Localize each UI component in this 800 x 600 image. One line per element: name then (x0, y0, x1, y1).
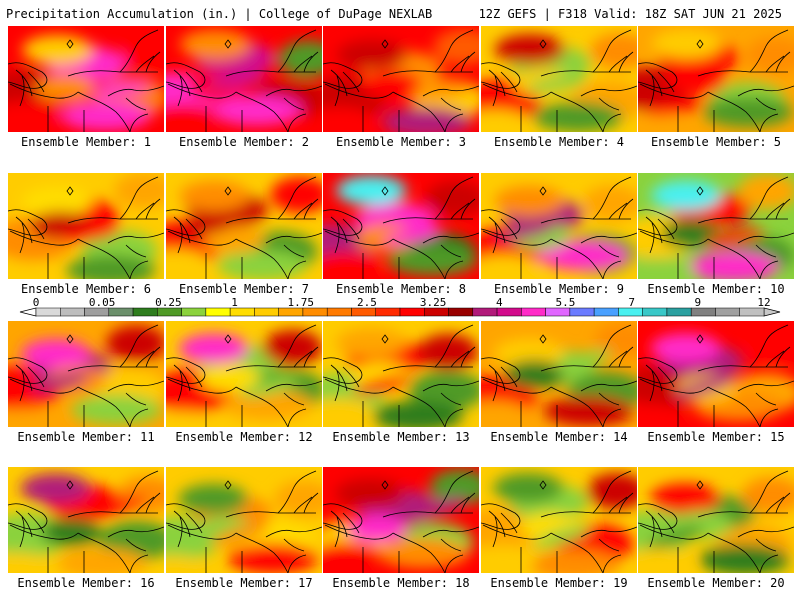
colorbar-swatch (642, 307, 668, 317)
colorbar-swatch (545, 307, 571, 317)
colorbar-swatch (351, 307, 376, 317)
ensemble-member-label: Ensemble Member: 6 (20, 282, 152, 296)
ensemble-member-map (638, 321, 794, 427)
colorbar-swatch (60, 307, 85, 317)
ensemble-member-label: Ensemble Member: 1 (20, 135, 152, 149)
colorbar-tick-label: 0.25 (155, 296, 182, 309)
colorbar-swatch (424, 307, 449, 317)
colorbar-min-arrow (19, 307, 37, 317)
ensemble-member-map (8, 321, 164, 427)
ensemble-member-label: Ensemble Member: 5 (650, 135, 782, 149)
colorbar-legend: 0 0.05 0.25 1 1.75 2.5 3.25 4 5.5 7 9 12 (19, 296, 781, 317)
colorbar-tick-label: 12 (757, 296, 770, 309)
colorbar-swatch (399, 307, 425, 317)
ensemble-member-label: Ensemble Member: 20 (647, 576, 785, 590)
colorbar-swatch (254, 307, 279, 317)
colorbar-tick-label: 9 (695, 296, 702, 309)
colorbar-tick-label: 1 (231, 296, 238, 309)
ensemble-member-map (323, 321, 479, 427)
colorbar-swatch (618, 307, 643, 317)
ensemble-member-label: Ensemble Member: 17 (175, 576, 313, 590)
ensemble-member-map (638, 173, 794, 279)
colorbar-swatch (569, 307, 595, 317)
colorbar-tick-label: 0.05 (89, 296, 116, 309)
ensemble-member-map (481, 467, 637, 573)
colorbar-swatch (739, 307, 765, 317)
ensemble-member-label: Ensemble Member: 15 (647, 430, 785, 444)
colorbar-swatch (84, 307, 110, 317)
ensemble-member-label: Ensemble Member: 10 (647, 282, 785, 296)
ensemble-member-map (166, 26, 322, 132)
colorbar-max-arrow (763, 307, 781, 317)
colorbar-swatch (715, 307, 740, 317)
ensemble-member-map (166, 321, 322, 427)
colorbar-swatch (205, 307, 231, 317)
ensemble-member-map (638, 26, 794, 132)
map-title: Precipitation Accumulation (in.) | Colle… (6, 7, 433, 21)
ensemble-member-map (323, 467, 479, 573)
ensemble-member-map (8, 173, 164, 279)
ensemble-member-label: Ensemble Member: 13 (332, 430, 470, 444)
colorbar-swatch (690, 307, 716, 317)
colorbar-swatch (181, 307, 207, 317)
ensemble-member-label: Ensemble Member: 8 (335, 282, 467, 296)
colorbar-tick-label: 0 (33, 296, 40, 309)
colorbar-swatch (593, 307, 619, 317)
ensemble-member-map (8, 26, 164, 132)
colorbar-swatch (521, 307, 546, 317)
colorbar-tick-label: 7 (628, 296, 635, 309)
ensemble-member-map (8, 467, 164, 573)
colorbar-swatch (496, 307, 522, 317)
colorbar-tick-label: 5.5 (556, 296, 576, 309)
ensemble-member-label: Ensemble Member: 18 (332, 576, 470, 590)
ensemble-member-label: Ensemble Member: 7 (178, 282, 310, 296)
colorbar-swatch (132, 307, 158, 317)
ensemble-member-map (481, 26, 637, 132)
colorbar-swatch (35, 307, 61, 317)
colorbar-tick-label: 3.25 (420, 296, 447, 309)
colorbar-swatch (278, 307, 304, 317)
ensemble-member-label: Ensemble Member: 2 (178, 135, 310, 149)
colorbar-tick-label: 4 (496, 296, 503, 309)
colorbar-swatch (108, 307, 134, 317)
colorbar-swatch (157, 307, 182, 317)
ensemble-member-label: Ensemble Member: 3 (335, 135, 467, 149)
ensemble-member-map (481, 173, 637, 279)
colorbar-swatch (229, 307, 255, 317)
colorbar-swatch (326, 307, 352, 317)
colorbar-swatch (375, 307, 401, 317)
ensemble-member-label: Ensemble Member: 16 (17, 576, 155, 590)
ensemble-member-label: Ensemble Member: 19 (490, 576, 628, 590)
ensemble-member-label: Ensemble Member: 11 (17, 430, 155, 444)
ensemble-member-map (323, 26, 479, 132)
ensemble-member-map (323, 173, 479, 279)
colorbar-swatch (448, 307, 474, 317)
ensemble-member-map (638, 467, 794, 573)
ensemble-member-map (481, 321, 637, 427)
colorbar-swatch (302, 307, 328, 317)
ensemble-member-map (166, 467, 322, 573)
colorbar-swatch (666, 307, 692, 317)
ensemble-member-label: Ensemble Member: 12 (175, 430, 313, 444)
colorbar-swatch (472, 307, 498, 317)
ensemble-member-label: Ensemble Member: 4 (493, 135, 625, 149)
ensemble-member-label: Ensemble Member: 14 (490, 430, 628, 444)
ensemble-member-map (166, 173, 322, 279)
ensemble-member-label: Ensemble Member: 9 (493, 282, 625, 296)
run-valid-time: 12Z GEFS | F318 Valid: 18Z SAT JUN 21 20… (478, 7, 782, 21)
colorbar-tick-label: 2.5 (357, 296, 377, 309)
colorbar-tick-label: 1.75 (287, 296, 314, 309)
